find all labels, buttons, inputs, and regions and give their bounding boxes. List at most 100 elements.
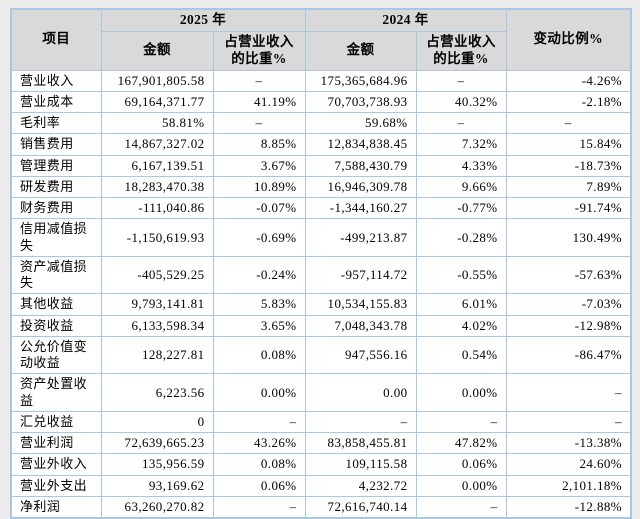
table-cell: 128,227.81 xyxy=(100,335,214,375)
table-cell: -111,040.86 xyxy=(100,197,214,220)
table-cell: 0.08% xyxy=(212,335,306,375)
table-cell: 6,223.56 xyxy=(100,373,214,412)
table-cell: 3.67% xyxy=(212,154,306,177)
header-item: 项目 xyxy=(10,8,102,71)
row-label: 资产处置收益 xyxy=(10,373,102,412)
row-label: 公允价值变动收益 xyxy=(10,335,102,375)
table-cell: 130.49% xyxy=(505,218,632,257)
table-row: 投资收益 6,133,598.34 3.65% 7,048,343.78 4.02% -1… xyxy=(10,314,632,337)
table-cell: 0.06% xyxy=(415,453,507,476)
table-cell: 175,365,684.96 xyxy=(304,69,417,92)
table-row: 其他收益 9,793,141.81 5.83% 10,534,155.83 6.01% -… xyxy=(10,293,632,316)
table-cell: 9.66% xyxy=(415,175,507,199)
table-cell: 47.82% xyxy=(415,432,507,455)
table-body: 营业收入 167,901,805.58–175,365,684.96– -4.26%… xyxy=(10,69,632,519)
row-label: 销售费用 xyxy=(10,133,102,156)
table-cell: 70,703,738.93 xyxy=(304,90,417,114)
table-cell: 72,616,740.14 xyxy=(304,495,417,519)
table-cell: 14,867,327.02 xyxy=(100,133,214,156)
table-cell: 10.89% xyxy=(212,175,306,199)
table-cell: 7,588,430.79 xyxy=(304,154,417,177)
table-cell: 12,834,838.45 xyxy=(304,133,417,156)
header-ratio-line1: 占营业收入 xyxy=(426,33,496,49)
table-cell: – xyxy=(415,495,507,519)
table-row: 营业外收入 135,956.59 0.08% 109,115.58 0.06% 24.60… xyxy=(10,453,632,476)
table-cell: 7.32% xyxy=(415,133,507,156)
table-cell: – xyxy=(415,112,507,135)
table-cell: 15.84% xyxy=(505,133,632,156)
table-cell: 6,133,598.34 xyxy=(100,314,214,337)
row-label: 财务费用 xyxy=(10,197,102,220)
table-row: 管理费用 6,167,139.51 3.67% 7,588,430.79 4.33% -1… xyxy=(10,154,632,177)
row-label: 营业外支出 xyxy=(10,474,102,497)
table-cell: 0.54% xyxy=(415,335,507,375)
table-cell: 0.08% xyxy=(212,453,306,476)
table-cell: 16,946,309.78 xyxy=(304,175,417,199)
table-cell: -13.38% xyxy=(505,432,632,455)
header-year-2024: 2024 年 xyxy=(304,8,507,32)
table-cell: 3.65% xyxy=(212,314,306,337)
table-row: 净利润 63,260,270.82–72,616,740.14– -12.88% xyxy=(10,495,632,519)
row-label: 投资收益 xyxy=(10,314,102,337)
table-cell: 0.00% xyxy=(415,373,507,412)
table-cell: – xyxy=(415,410,507,434)
table-cell: 58.81% xyxy=(100,112,214,135)
table-cell: -1,344,160.27 xyxy=(304,197,417,220)
table-cell: 43.26% xyxy=(212,432,306,455)
table-cell: 2,101.18% xyxy=(505,474,632,497)
row-label: 资产减值损失 xyxy=(10,255,102,295)
table-cell: -4.26% xyxy=(505,69,632,92)
row-label: 营业成本 xyxy=(10,90,102,114)
table-cell: – xyxy=(505,410,632,434)
table-cell: 0 xyxy=(100,410,214,434)
table-row: 汇兑收益 0– – – – xyxy=(10,410,632,434)
table-row: 营业利润 72,639,665.23 43.26% 83,858,455.81 47.8… xyxy=(10,432,632,455)
table-cell: 9,793,141.81 xyxy=(100,293,214,316)
table-cell: – xyxy=(212,495,306,519)
table-cell: – xyxy=(304,410,417,434)
table-cell: 0.06% xyxy=(212,474,306,497)
table-cell: 59.68% xyxy=(304,112,417,135)
table-cell: – xyxy=(212,112,306,135)
row-label: 信用减值损失 xyxy=(10,218,102,257)
row-label: 营业利润 xyxy=(10,432,102,455)
table-cell: 8.85% xyxy=(212,133,306,156)
header-year-2025: 2025 年 xyxy=(100,8,306,32)
table-cell: -2.18% xyxy=(505,90,632,114)
table-cell: -1,150,619.93 xyxy=(100,218,214,257)
header-change-ratio: 变动比例% xyxy=(505,8,632,71)
table-row: 毛利率 58.81% –59.68% – – xyxy=(10,112,632,135)
table-cell: 40.32% xyxy=(415,90,507,114)
table-cell: -18.73% xyxy=(505,154,632,177)
table-row: 研发费用 18,283,470.38 10.89% 16,946,309.78 9.66… xyxy=(10,175,632,199)
table-row: 销售费用 14,867,327.02 8.85% 12,834,838.45 7.32%… xyxy=(10,133,632,156)
table-cell: – xyxy=(505,373,632,412)
header-row-years: 项目 2025 年 2024 年 变动比例% xyxy=(10,8,632,71)
table-row: 信用减值损失 -1,150,619.93 -0.69% -499,213.87 -0.2… xyxy=(10,218,632,257)
table-cell: 83,858,455.81 xyxy=(304,432,417,455)
header-amount-2025: 金额 xyxy=(100,30,214,71)
table-cell: 63,260,270.82 xyxy=(100,495,214,519)
table-cell: 135,956.59 xyxy=(100,453,214,476)
table-cell: 5.83% xyxy=(212,293,306,316)
table-cell: 0.00% xyxy=(212,373,306,412)
table-cell: 93,169.62 xyxy=(100,474,214,497)
table-cell: – xyxy=(212,410,306,434)
table-cell: 69,164,371.77 xyxy=(100,90,214,114)
table-cell: 6.01% xyxy=(415,293,507,316)
table-cell: 72,639,665.23 xyxy=(100,432,214,455)
row-label: 净利润 xyxy=(10,495,102,519)
row-label: 营业外收入 xyxy=(10,453,102,476)
header-revenue-ratio-2024: 占营业收入 的比重% xyxy=(415,30,507,71)
row-label: 毛利率 xyxy=(10,112,102,135)
header-ratio-line2: 的比重% xyxy=(231,50,287,66)
header-ratio-line1: 占营业收入 xyxy=(224,33,294,49)
table-row: 公允价值变动收益 128,227.81 0.08% 947,556.16 0.54% -8… xyxy=(10,335,632,375)
table-cell: -86.47% xyxy=(505,335,632,375)
table-cell: -499,213.87 xyxy=(304,218,417,257)
table-row: 资产减值损失 -405,529.25 -0.24% -957,114.72 -0.55%… xyxy=(10,255,632,295)
table-cell: -405,529.25 xyxy=(100,255,214,295)
row-label: 其他收益 xyxy=(10,293,102,316)
table-row: 资产处置收益 6,223.56 0.00% 0.00 0.00% – xyxy=(10,373,632,412)
table-cell: -57.63% xyxy=(505,255,632,295)
